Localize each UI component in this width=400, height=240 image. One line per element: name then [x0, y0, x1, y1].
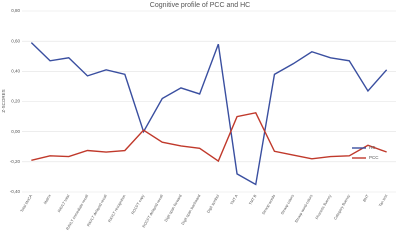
- y-tick-label: 0,40: [11, 69, 20, 74]
- x-tick-label: Digit span backward: [181, 194, 202, 226]
- y-axis-label: Z-SCORES: [1, 89, 6, 112]
- legend-label: PCC: [369, 155, 379, 160]
- x-tick-label: Tan test: [378, 193, 389, 207]
- x-tick-label: Digit symbol: [206, 194, 220, 214]
- legend-label: HC: [369, 145, 376, 150]
- chart-title: Cognitive profile of PCC and HC: [150, 2, 250, 9]
- y-tick-label: 0,00: [11, 129, 20, 134]
- series-line: [30, 42, 388, 186]
- x-tick-label: ROCFT copy: [131, 194, 146, 215]
- series-line: [31, 112, 387, 163]
- x-tick-label: Category fluency: [333, 194, 351, 221]
- y-tick-label: 0,80: [11, 8, 20, 13]
- x-tick-label: TMT B: [248, 194, 257, 206]
- y-tick-label: -0,20: [10, 159, 21, 164]
- x-tick-label: BNT: [362, 193, 370, 202]
- x-tick-label: Stroop words: [262, 194, 277, 215]
- x-tick-label: Stroop colors: [280, 194, 295, 215]
- x-tick-label: Phonetic fluency: [315, 194, 332, 220]
- x-tick-label: TMT A: [230, 194, 239, 206]
- x-tick-label: Stroop word-colors: [294, 194, 313, 224]
- y-tick-label: 0,20: [11, 99, 20, 104]
- x-tick-label: RAVLT total: [57, 194, 70, 213]
- x-tick-label: Digit span forward: [164, 194, 183, 223]
- y-tick-label: 0,60: [11, 38, 20, 43]
- x-tick-label: Matrix: [43, 194, 52, 205]
- x-tick-label: ROCFT delayed recall: [142, 194, 164, 229]
- y-tick-label: -0,40: [10, 189, 21, 194]
- x-tick-label: RAVLT recognition: [107, 194, 126, 223]
- x-tick-label: RAVLT delayed recall: [86, 194, 108, 227]
- x-tick-label: Total MoCA: [20, 194, 34, 213]
